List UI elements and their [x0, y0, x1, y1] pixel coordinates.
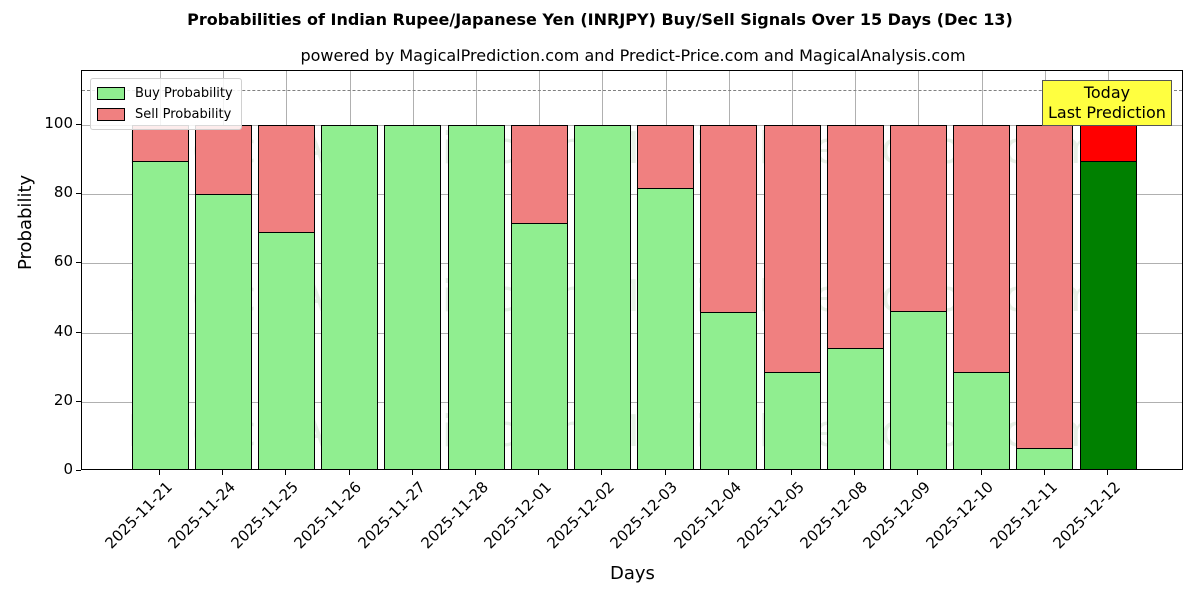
x-tick-mark: [1107, 470, 1108, 475]
y-tick-mark: [76, 262, 81, 264]
bar-sell-2025-12-09: [889, 125, 947, 312]
x-axis-label: Days: [610, 563, 655, 584]
bar-buy-2025-11-28: [447, 125, 505, 469]
bar-buy-2025-12-03: [637, 187, 695, 469]
x-tick-label: 2025-12-10: [922, 478, 998, 553]
x-tick-label: 2025-12-02: [543, 478, 619, 553]
x-tick-mark: [285, 470, 287, 475]
bar-buy-2025-11-24: [194, 193, 252, 469]
y-tick-label: 60: [53, 252, 73, 271]
bar-buy-2025-12-08: [826, 347, 884, 469]
bar-sell-2025-12-05: [763, 125, 821, 373]
bar-buy-2025-12-01: [510, 222, 568, 469]
x-tick-label: 2025-12-04: [670, 478, 745, 553]
gridline-horizontal: [82, 263, 1182, 265]
x-tick-label: 2025-11-26: [290, 478, 366, 553]
bar-sell-2025-11-24: [194, 125, 252, 195]
x-tick-label: 2025-11-21: [101, 478, 176, 553]
bar-buy-2025-11-21: [131, 160, 189, 469]
x-tick-label: 2025-11-28: [417, 478, 492, 553]
gridline-horizontal: [82, 401, 1182, 403]
bar-sell-2025-12-10: [953, 125, 1011, 373]
bar-sell-2025-12-12: [1079, 125, 1137, 163]
x-tick-label: 2025-12-08: [796, 478, 871, 553]
y-tick-mark: [76, 400, 81, 402]
x-tick-mark: [917, 470, 919, 475]
bar-buy-2025-11-27: [384, 125, 442, 469]
y-tick-mark: [76, 193, 81, 195]
gridline-horizontal: [82, 332, 1182, 334]
y-tick-label: 0: [63, 460, 73, 478]
y-tick-mark: [76, 124, 81, 125]
bar-buy-2025-11-25: [257, 231, 315, 469]
y-tick-label: 40: [53, 321, 73, 340]
sell-swatch-icon: [97, 108, 125, 121]
x-tick-mark: [664, 470, 666, 475]
buy-swatch-icon: [97, 87, 125, 100]
chart-subtitle: powered by MagicalPrediction.com and Pre…: [300, 46, 966, 65]
bar-buy-2025-12-04: [700, 311, 758, 469]
x-tick-mark: [411, 470, 413, 475]
x-tick-label: 2025-12-01: [480, 478, 555, 553]
legend-item-buy: Buy Probability: [97, 83, 233, 104]
y-tick-mark: [76, 470, 81, 471]
x-tick-mark: [538, 470, 540, 475]
last-prediction-label: Last Prediction: [1048, 103, 1166, 122]
x-tick-label: 2025-11-24: [164, 478, 239, 553]
today-label: Today: [1083, 83, 1131, 102]
x-tick-mark: [854, 470, 856, 475]
y-tick-label: 80: [53, 183, 73, 202]
bar-sell-2025-12-03: [637, 125, 695, 190]
y-tick-label: 100: [44, 114, 73, 132]
x-tick-label: 2025-12-12: [1049, 478, 1124, 553]
x-tick-label: 2025-12-05: [733, 478, 808, 553]
x-tick-mark: [791, 470, 792, 475]
bar-buy-2025-12-09: [889, 310, 947, 469]
x-tick-label: 2025-12-03: [606, 478, 682, 553]
x-tick-mark: [348, 470, 350, 475]
x-tick-mark: [159, 470, 160, 475]
x-tick-label: 2025-11-25: [227, 478, 303, 553]
x-tick-mark: [727, 470, 729, 475]
legend: Buy Probability Sell Probability: [90, 78, 242, 130]
bar-buy-2025-12-12: [1079, 160, 1137, 469]
y-tick-mark: [76, 331, 81, 333]
bar-sell-2025-12-11: [1016, 125, 1074, 449]
chart-title: Probabilities of Indian Rupee/Japanese Y…: [187, 10, 1013, 29]
x-tick-mark: [222, 470, 224, 475]
plot-area: MagicalAnalysis.comMagicalPrediction.com…: [81, 70, 1183, 470]
gridline-horizontal: [82, 194, 1182, 196]
bar-sell-2025-12-08: [826, 125, 884, 349]
bar-sell-2025-12-04: [700, 125, 758, 314]
bar-buy-2025-12-11: [1016, 447, 1074, 469]
x-tick-mark: [475, 470, 476, 475]
bar-sell-2025-11-21: [131, 125, 189, 163]
legend-item-sell: Sell Probability: [97, 104, 233, 125]
legend-sell-label: Sell Probability: [135, 107, 232, 122]
x-tick-mark: [980, 470, 982, 475]
x-tick-mark: [601, 470, 603, 475]
y-tick-label: 20: [53, 390, 73, 409]
bar-sell-2025-12-01: [510, 125, 568, 225]
reference-line: [82, 90, 1182, 92]
bar-buy-2025-12-10: [953, 371, 1011, 469]
x-tick-label: 2025-12-09: [859, 478, 935, 553]
bar-buy-2025-12-05: [763, 371, 821, 469]
x-tick-label: 2025-11-27: [354, 478, 429, 553]
bar-sell-2025-11-25: [257, 125, 315, 234]
bar-buy-2025-12-02: [573, 125, 631, 469]
x-tick-mark: [1043, 470, 1045, 475]
legend-buy-label: Buy Probability: [135, 86, 233, 101]
x-tick-label: 2025-12-11: [986, 478, 1061, 553]
today-annotation: Today Last Prediction: [1042, 80, 1172, 126]
gridline-horizontal: [82, 125, 1182, 126]
bar-buy-2025-11-26: [321, 125, 379, 469]
